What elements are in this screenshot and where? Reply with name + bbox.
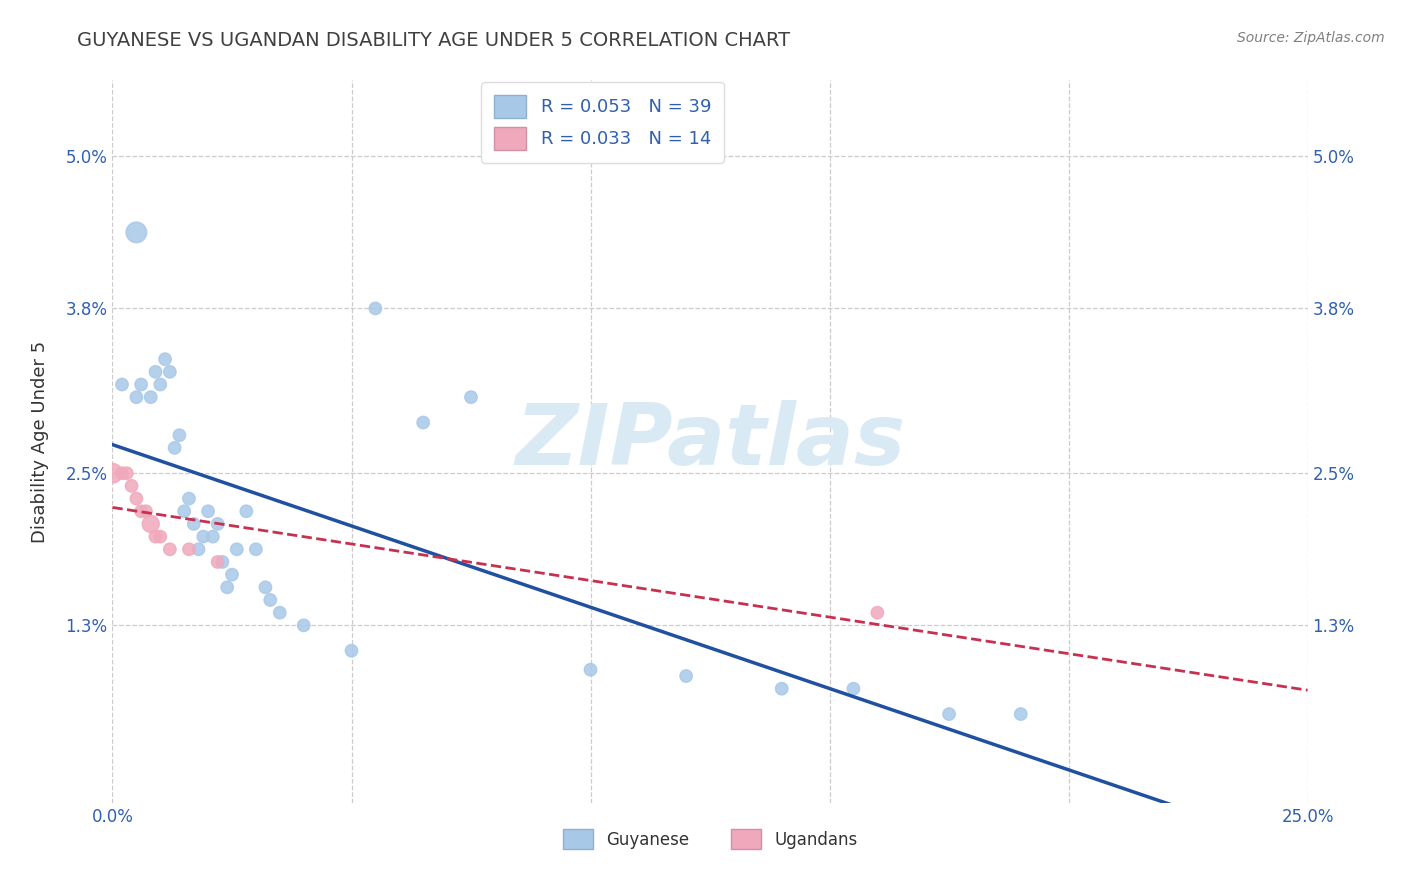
Point	[211, 555, 233, 569]
Point	[121, 479, 143, 493]
Point	[111, 467, 134, 481]
Point	[125, 226, 148, 240]
Point	[169, 428, 191, 442]
Point	[207, 555, 229, 569]
Point	[938, 707, 960, 722]
Point	[115, 467, 138, 481]
Point	[125, 491, 148, 506]
Point	[842, 681, 865, 696]
Point	[1010, 707, 1032, 722]
Point	[225, 542, 247, 557]
Point	[866, 606, 889, 620]
Point	[173, 504, 195, 518]
Point	[183, 516, 205, 531]
Point	[125, 390, 148, 404]
Point	[292, 618, 315, 632]
Point	[177, 491, 200, 506]
Point	[207, 516, 229, 531]
Point	[235, 504, 257, 518]
Point	[412, 416, 434, 430]
Point	[129, 377, 152, 392]
Y-axis label: Disability Age Under 5: Disability Age Under 5	[31, 341, 49, 542]
Point	[135, 504, 157, 518]
Point	[149, 377, 172, 392]
Point	[193, 530, 215, 544]
Point	[675, 669, 697, 683]
Point	[201, 530, 224, 544]
Point	[254, 580, 277, 594]
Point	[139, 516, 162, 531]
Point	[159, 365, 181, 379]
Point	[139, 390, 162, 404]
Point	[111, 377, 134, 392]
Point	[364, 301, 387, 316]
Point	[579, 663, 602, 677]
Point	[259, 593, 281, 607]
Point	[770, 681, 793, 696]
Point	[101, 467, 124, 481]
Point	[460, 390, 482, 404]
Point	[340, 643, 363, 657]
Text: Source: ZipAtlas.com: Source: ZipAtlas.com	[1237, 31, 1385, 45]
Point	[145, 365, 167, 379]
Point	[145, 530, 167, 544]
Text: GUYANESE VS UGANDAN DISABILITY AGE UNDER 5 CORRELATION CHART: GUYANESE VS UGANDAN DISABILITY AGE UNDER…	[77, 31, 790, 50]
Point	[269, 606, 291, 620]
Point	[149, 530, 172, 544]
Point	[187, 542, 209, 557]
Point	[245, 542, 267, 557]
Point	[197, 504, 219, 518]
Point	[129, 504, 152, 518]
Text: ZIPatlas: ZIPatlas	[515, 400, 905, 483]
Point	[153, 352, 176, 367]
Point	[177, 542, 200, 557]
Legend: Guyanese, Ugandans: Guyanese, Ugandans	[555, 822, 865, 856]
Point	[217, 580, 239, 594]
Point	[163, 441, 186, 455]
Point	[221, 567, 243, 582]
Point	[159, 542, 181, 557]
